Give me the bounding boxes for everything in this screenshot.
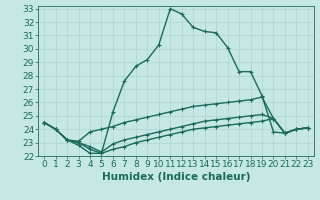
X-axis label: Humidex (Indice chaleur): Humidex (Indice chaleur): [102, 172, 250, 182]
